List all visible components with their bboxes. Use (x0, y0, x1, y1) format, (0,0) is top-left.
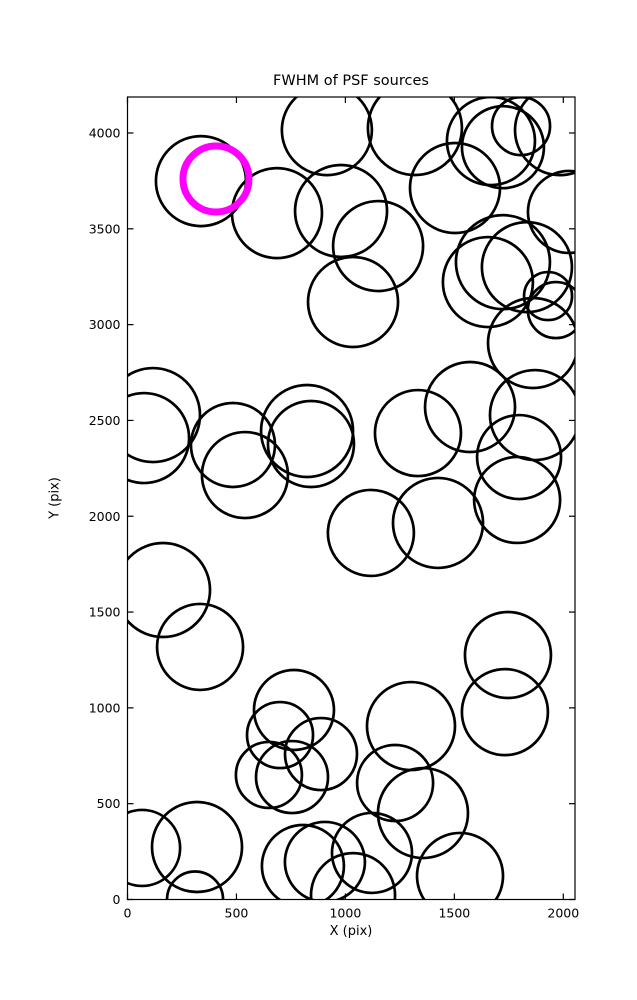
psf-source-circle (331, 199, 425, 293)
psf-source-circle (280, 97, 374, 177)
psf-source-circle (486, 296, 575, 390)
psf-source-circle (234, 740, 304, 810)
psf-source-circle (127, 391, 191, 485)
psf-source-circle (330, 811, 414, 895)
psf-source-circle (165, 870, 225, 900)
psf-source-circle (513, 97, 575, 177)
psf-source-circle (475, 413, 563, 501)
y-tick-label: 2500 (89, 413, 121, 428)
psf-source-circle (423, 360, 517, 454)
psf-source-circle (415, 831, 505, 900)
y-tick-label: 3500 (89, 221, 121, 236)
x-tick-label: 2000 (547, 906, 579, 921)
psf-source-circle (245, 700, 315, 770)
psf-source-circle (230, 166, 324, 260)
psf-source-circle (522, 270, 574, 322)
psf-source-circle (127, 541, 212, 639)
psf-source-circle (309, 851, 397, 900)
psf-source-circle (127, 808, 182, 888)
psf-source-circle (526, 280, 575, 340)
psf-source-circle (200, 430, 290, 520)
psf-source-circle (441, 235, 535, 329)
psf-source-circle (460, 104, 546, 190)
axes-frame (126, 96, 576, 901)
y-tick-label: 3000 (89, 317, 121, 332)
psf-source-circle (283, 716, 359, 792)
psf-source-circle (293, 163, 389, 259)
psf-source-circle (488, 368, 575, 462)
highlighted-psf-source-circle (179, 142, 253, 216)
psf-source-circle (283, 820, 367, 900)
psf-source-circle (266, 399, 356, 489)
psf-source-circle (365, 680, 457, 772)
x-tick-label: 500 (225, 906, 249, 921)
psf-source-circle (155, 602, 245, 692)
psf-source-circle (326, 488, 416, 578)
psf-source-circle (260, 823, 346, 900)
psf-source-circle (259, 383, 355, 479)
psf-source-circle (460, 667, 550, 757)
x-tick-label: 1000 (329, 906, 361, 921)
y-tick-label: 2000 (89, 509, 121, 524)
y-tick-label: 500 (97, 796, 121, 811)
psf-source-circle (150, 800, 244, 894)
x-tick-label: 0 (124, 906, 132, 921)
x-tick-label: 1500 (438, 906, 470, 921)
y-tick-label: 0 (113, 892, 121, 907)
psf-source-circle (366, 97, 464, 177)
psf-source-circle (526, 169, 575, 255)
y-tick-label: 1500 (89, 605, 121, 620)
psf-sources-group (127, 97, 575, 900)
psf-source-circle (376, 766, 470, 860)
y-tick-label: 1000 (89, 700, 121, 715)
psf-source-circle (355, 743, 435, 823)
chart-title: FWHM of PSF sources (273, 73, 429, 89)
psf-source-circle (373, 388, 463, 478)
psf-source-circle (463, 610, 553, 700)
psf-source-circle (472, 455, 562, 545)
x-axis-label: X (pix) (329, 924, 373, 939)
y-tick-label: 4000 (89, 126, 121, 141)
psf-source-circle (252, 668, 336, 752)
psf-source-circle (254, 739, 330, 815)
psf-source-circle (306, 255, 400, 349)
psf-source-circle (127, 366, 202, 464)
psf-source-circle (391, 476, 485, 570)
